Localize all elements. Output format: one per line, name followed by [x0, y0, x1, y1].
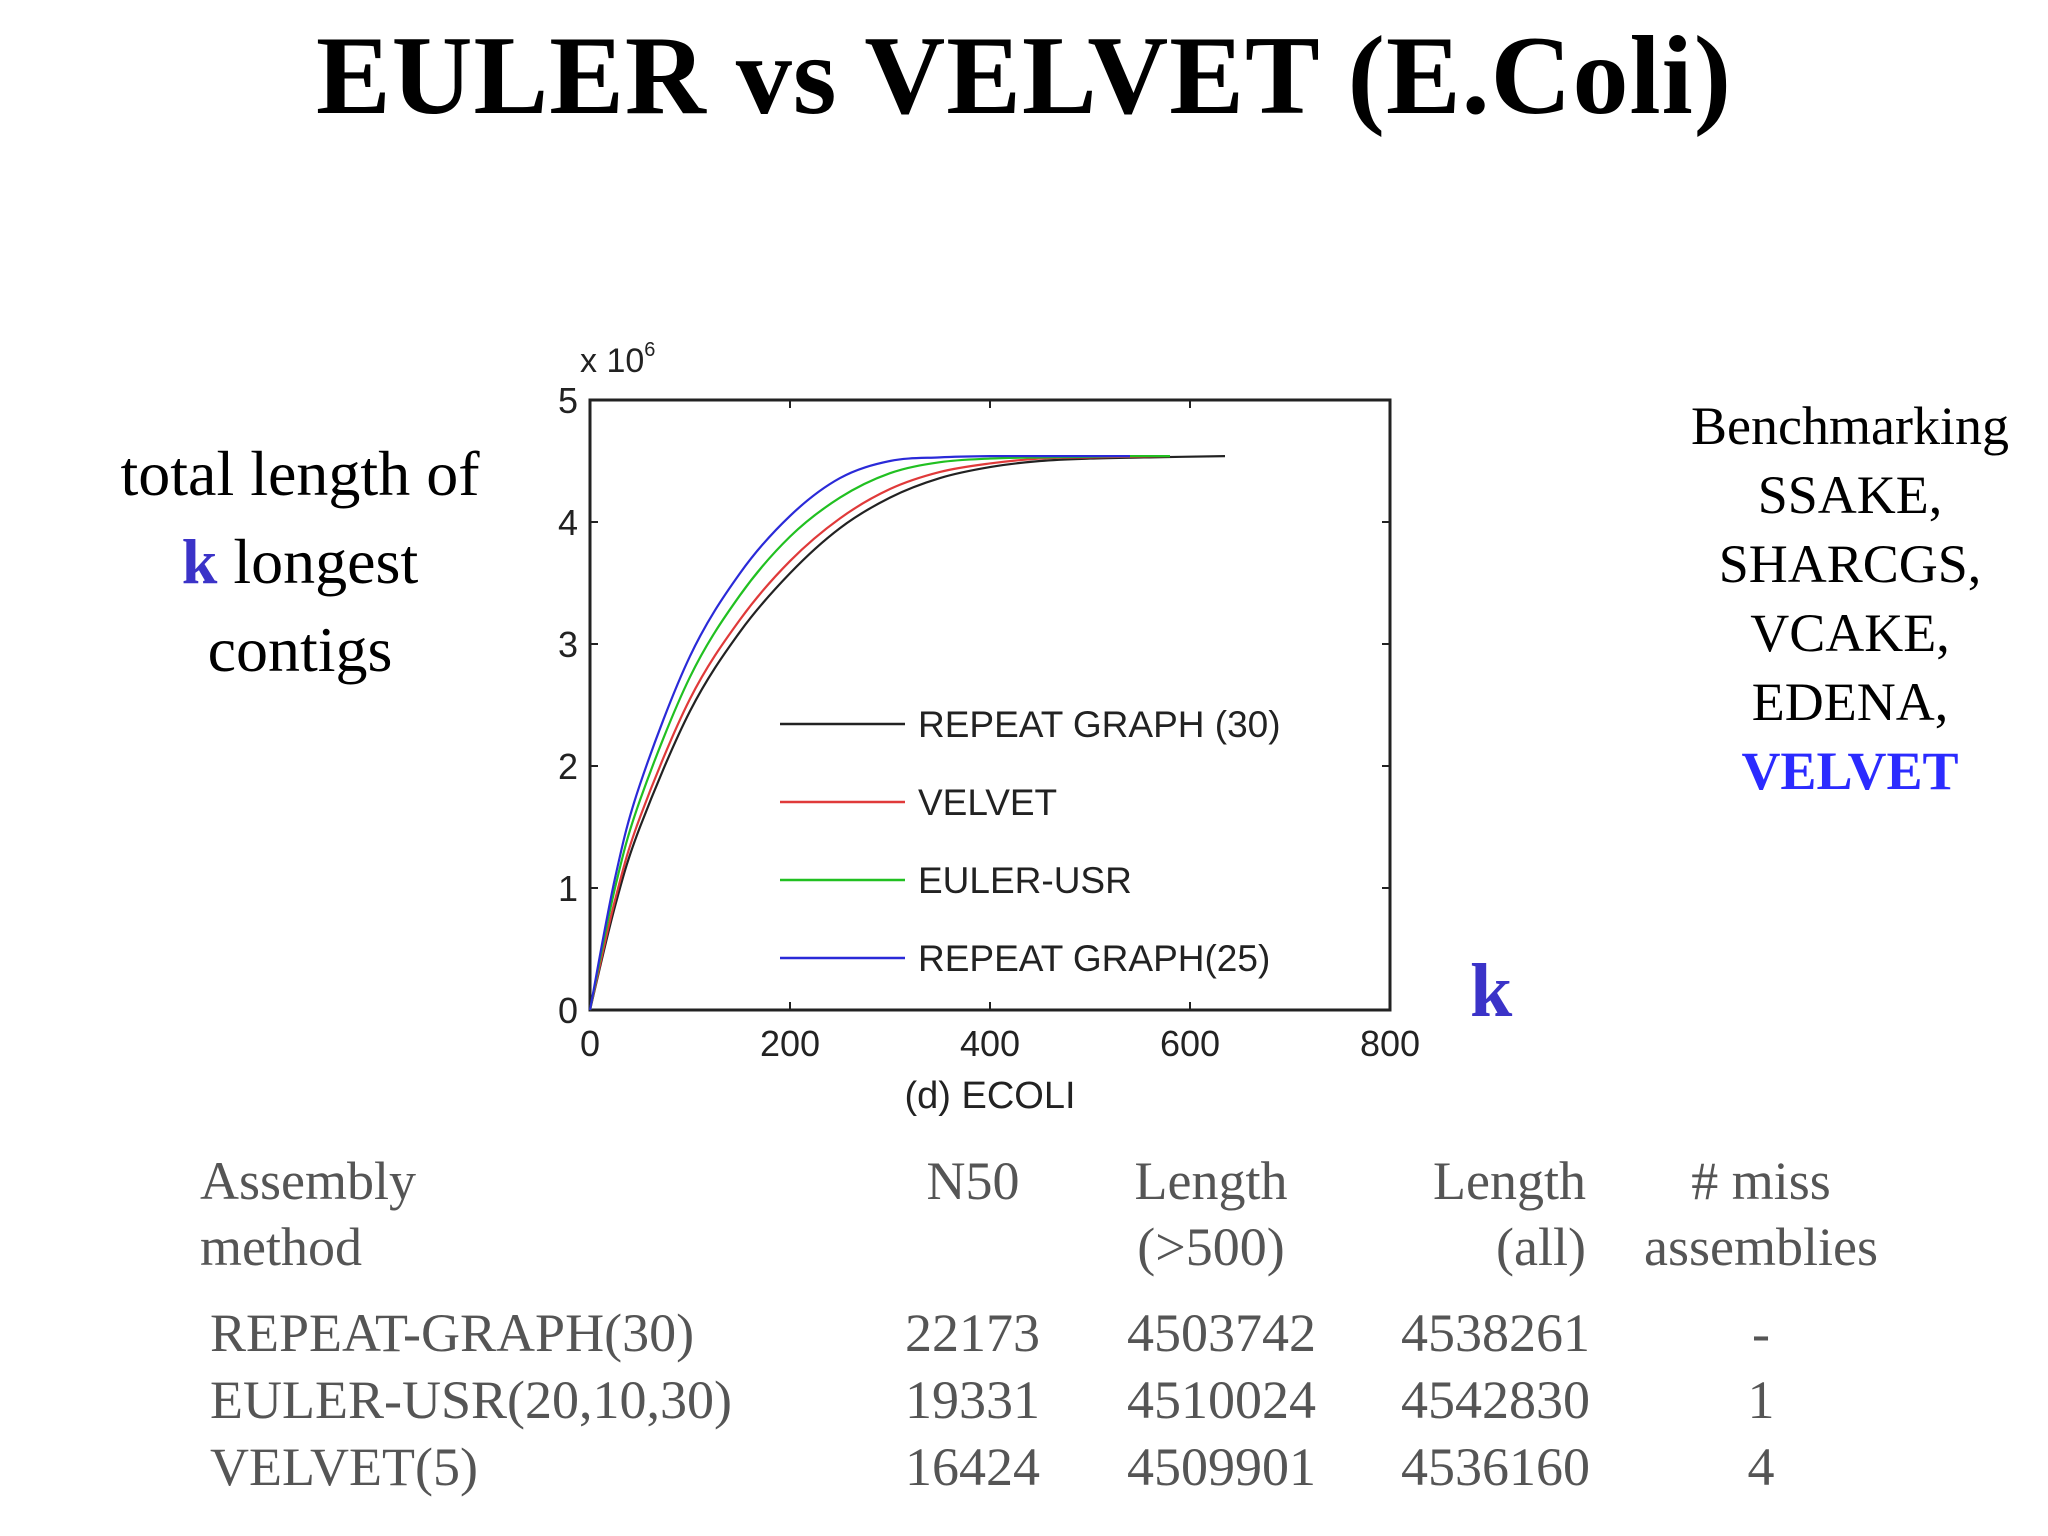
table-row: REPEAT-GRAPH(30) 22173 4503742 4538261 - [196, 1300, 1896, 1366]
cell-n50: 16424 [905, 1437, 1040, 1497]
x-tick-label: 0 [580, 1023, 600, 1064]
x-tick-label: 800 [1360, 1023, 1420, 1064]
header-miss-assemblies: # miss assemblies [1616, 1148, 1906, 1280]
header-line: (all) [1496, 1217, 1586, 1277]
y-exponent-label: x 106 [580, 339, 655, 380]
ylabel-line-3: contigs [207, 614, 393, 685]
ylabel-line-1: total length of [120, 438, 480, 509]
benchmark-line-highlight: VELVET [1741, 741, 1959, 801]
x-tick-label: 600 [1160, 1023, 1220, 1064]
cell-miss: 4 [1747, 1437, 1775, 1497]
cell-miss: - [1752, 1303, 1770, 1363]
x-axis-k-label: k [1470, 949, 1513, 1033]
header-length-500: Length (>500) [1106, 1148, 1316, 1280]
benchmark-note: Benchmarking SSAKE, SHARCGS, VCAKE, EDEN… [1640, 392, 2048, 806]
header-line: (>500) [1137, 1217, 1285, 1277]
legend-label: VELVET [918, 782, 1057, 823]
cell-n50: 19331 [905, 1370, 1040, 1430]
cell-length-all: 4542830 [1401, 1370, 1590, 1430]
chart-legend: REPEAT GRAPH (30) VELVET EULER-USR REPEAT G… [780, 704, 1281, 979]
table-row: VELVET(5) 16424 4509901 4536160 4 [196, 1434, 1896, 1500]
cell-length-500: 4503742 [1127, 1303, 1316, 1363]
header-line: # miss [1691, 1151, 1831, 1211]
ylabel-line-2: k longest [90, 518, 510, 606]
series-line [588, 455, 1226, 1011]
y-tick-label: 2 [558, 746, 578, 787]
benchmark-line: EDENA, [1751, 672, 1949, 732]
y-tick-label: 0 [558, 990, 578, 1031]
x-axis-label: (d) ECOLI [904, 1075, 1075, 1117]
header-n50: N50 [908, 1148, 1038, 1214]
cell-miss: 1 [1747, 1370, 1775, 1430]
series-lines [588, 454, 1226, 1011]
benchmark-line: VCAKE, [1750, 603, 1950, 663]
line-chart: 0 200 400 600 800 0 1 2 3 4 5 REPEAT GRAPH (30) VEL… [558, 339, 1420, 1117]
cell-method: EULER-USR(20,10,30) [210, 1370, 732, 1430]
legend-label: REPEAT GRAPH (30) [918, 704, 1281, 745]
y-tick-label: 1 [558, 868, 578, 909]
ylabel-k: k [181, 526, 218, 597]
legend-label: EULER-USR [918, 860, 1132, 901]
header-length-all: Length (all) [1376, 1148, 1586, 1280]
header-line: method [200, 1217, 362, 1277]
cell-length-500: 4509901 [1127, 1437, 1316, 1497]
header-method: Assembly method [200, 1148, 416, 1280]
cell-method: REPEAT-GRAPH(30) [210, 1303, 695, 1363]
legend-label: REPEAT GRAPH(25) [918, 938, 1270, 979]
cell-length-all: 4536160 [1401, 1437, 1590, 1497]
benchmark-line: Benchmarking [1691, 396, 2009, 456]
cell-n50: 22173 [905, 1303, 1040, 1363]
table-row: EULER-USR(20,10,30) 19331 4510024 454283… [196, 1367, 1896, 1433]
header-line: Assembly [200, 1151, 416, 1211]
y-tick-label: 5 [558, 380, 578, 421]
ylabel-longest: longest [217, 526, 419, 597]
header-line: assemblies [1644, 1217, 1878, 1277]
y-axis-description: total length of k longest contigs [90, 430, 510, 694]
y-tick-label: 4 [558, 502, 578, 543]
axis-ticks: 0 200 400 600 800 0 1 2 3 4 5 [558, 380, 1420, 1064]
slide-title: EULER vs VELVET (E.Coli) [315, 14, 1733, 138]
header-line: Length [1134, 1151, 1288, 1211]
y-tick-label: 3 [558, 624, 578, 665]
header-line: Length [1433, 1151, 1586, 1211]
x-tick-label: 400 [960, 1023, 1020, 1064]
cell-length-all: 4538261 [1401, 1303, 1590, 1363]
header-line: N50 [926, 1151, 1020, 1211]
cell-length-500: 4510024 [1127, 1370, 1316, 1430]
plot-area [588, 398, 1392, 1012]
benchmark-line: SHARCGS, [1718, 534, 1982, 594]
series-line [588, 454, 1130, 1011]
x-tick-label: 200 [760, 1023, 820, 1064]
benchmark-line: SSAKE, [1757, 465, 1943, 525]
cell-method: VELVET(5) [210, 1437, 478, 1497]
